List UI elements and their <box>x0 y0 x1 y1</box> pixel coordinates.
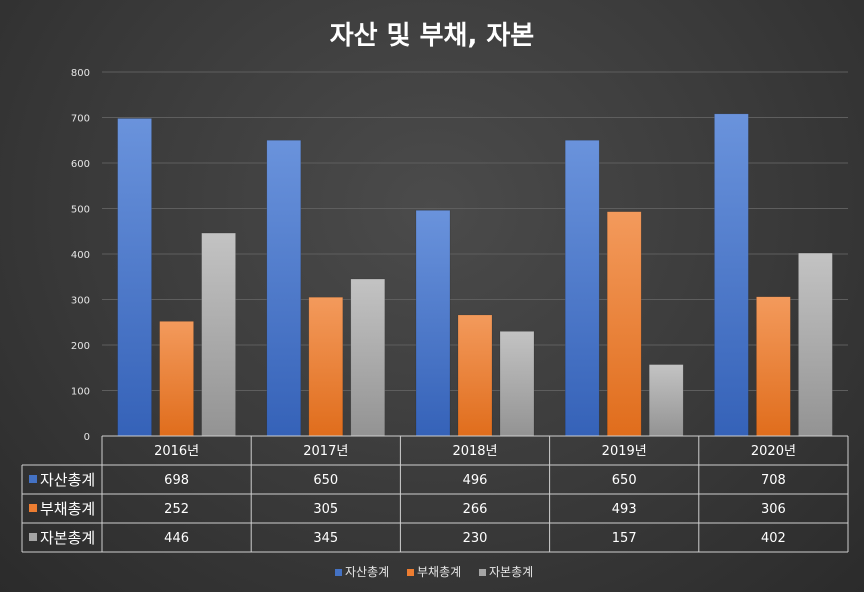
x-tick-label: 2017년 <box>303 444 348 459</box>
bar-부채총계-2019년 <box>606 211 642 437</box>
row-label: 부채총계 <box>40 500 95 518</box>
table-cell: 252 <box>164 502 189 517</box>
table-cell: 496 <box>463 473 488 488</box>
bar-자본총계-2020년 <box>798 252 833 437</box>
x-tick-label: 2018년 <box>452 444 497 459</box>
legend-key-swatch <box>29 533 37 541</box>
legend: 자산총계 부채총계 자본총계 <box>335 565 533 579</box>
table-cell: 402 <box>761 531 786 546</box>
bar-자산총계-2017년 <box>266 140 302 437</box>
bar-자본총계-2018년 <box>499 331 535 437</box>
bar-자산총계-2016년 <box>117 118 152 437</box>
x-tick-label: 2019년 <box>602 444 647 459</box>
table-cell: 306 <box>761 502 786 517</box>
bar-부채총계-2016년 <box>159 321 194 437</box>
legend-label: 부채총계 <box>417 565 461 579</box>
bar-자산총계-2020년 <box>714 113 749 437</box>
legend-swatch <box>479 569 486 576</box>
legend-key-swatch <box>29 475 37 483</box>
legend-swatch <box>407 569 414 576</box>
bar-부채총계-2017년 <box>308 296 344 437</box>
y-tick-label: 500 <box>71 205 90 216</box>
chart-title: 자산 및 부채, 자본 <box>330 21 534 51</box>
bars <box>117 113 833 437</box>
y-tick-label: 300 <box>71 296 90 307</box>
row-label: 자본총계 <box>40 529 95 547</box>
table-cell: 650 <box>612 473 637 488</box>
table-cell: 708 <box>761 473 786 488</box>
bar-자산총계-2019년 <box>564 140 600 437</box>
table-cell: 446 <box>164 531 189 546</box>
table-cell: 305 <box>313 502 338 517</box>
bar-자본총계-2017년 <box>350 278 386 437</box>
y-tick-label: 700 <box>71 114 90 125</box>
y-tick-label: 200 <box>71 341 90 352</box>
y-tick-label: 100 <box>71 387 90 398</box>
row-label: 자산총계 <box>40 471 95 489</box>
bar-자산총계-2018년 <box>415 210 451 437</box>
bar-부채총계-2018년 <box>457 314 493 437</box>
table-cell: 345 <box>313 531 338 546</box>
table-cell: 157 <box>612 531 637 546</box>
legend-label: 자산총계 <box>345 565 389 579</box>
bar-자본총계-2019년 <box>648 364 684 437</box>
bar-자본총계-2016년 <box>201 232 236 437</box>
table-cell: 698 <box>164 473 189 488</box>
table-cell: 230 <box>463 531 488 546</box>
bar-부채총계-2020년 <box>756 296 791 437</box>
y-tick-label: 600 <box>71 159 90 170</box>
y-tick-label: 400 <box>71 250 90 261</box>
legend-swatch <box>335 569 342 576</box>
legend-label: 자본총계 <box>489 565 533 579</box>
y-tick-label: 800 <box>71 68 90 79</box>
y-tick-label: 0 <box>84 432 90 443</box>
table-cell: 266 <box>463 502 488 517</box>
table-cell: 493 <box>612 502 637 517</box>
legend-key-swatch <box>29 504 37 512</box>
y-axis: 0 100 200 300 400 500 600 700 800 <box>71 68 90 443</box>
x-tick-label: 2016년 <box>154 444 199 459</box>
table-cell: 650 <box>313 473 338 488</box>
x-tick-label: 2020년 <box>751 444 796 459</box>
